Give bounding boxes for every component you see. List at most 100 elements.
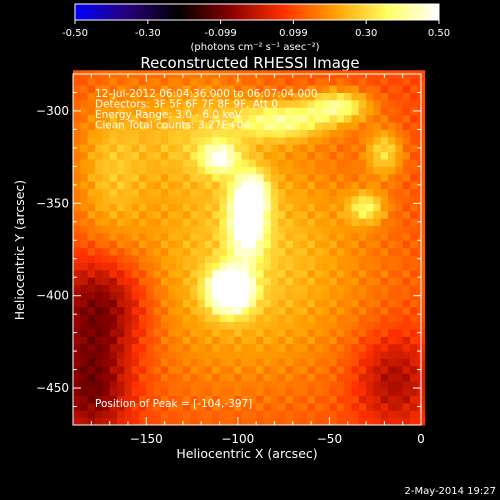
heatmap-cell (285, 247, 294, 256)
heatmap-cell (94, 210, 103, 219)
heatmap-cell (160, 365, 169, 374)
heatmap-cell (351, 269, 360, 278)
heatmap-cell (73, 417, 81, 426)
chart-title: Reconstructed RHESSI Image (140, 54, 359, 72)
heatmap-cell (314, 195, 323, 204)
heatmap-cell (219, 373, 228, 382)
heatmap-cell (270, 144, 279, 153)
heatmap-cell (270, 210, 279, 219)
heatmap-cell (278, 158, 286, 167)
heatmap-cell (190, 210, 199, 219)
heatmap-cell (278, 225, 286, 234)
heatmap-cell (388, 218, 396, 226)
heatmap-cell (351, 402, 360, 411)
heatmap-cell (270, 365, 279, 374)
heatmap-cell (380, 395, 389, 404)
heatmap-cell (175, 218, 184, 226)
heatmap-cell (402, 358, 411, 367)
heatmap-cell (263, 284, 272, 293)
heatmap-cell (131, 195, 140, 204)
heatmap-cell (307, 129, 316, 138)
heatmap-cell (329, 166, 338, 175)
heatmap-cell (138, 269, 147, 278)
heatmap-cell (410, 136, 418, 145)
heatmap-cell (322, 306, 330, 315)
heatmap-cell (270, 136, 279, 145)
heatmap-cell (168, 144, 177, 153)
heatmap-cell (116, 77, 125, 86)
heatmap-cell (314, 173, 323, 182)
heatmap-cell (248, 314, 257, 323)
heatmap-cell (241, 92, 250, 101)
heatmap-cell (336, 373, 345, 382)
heatmap-cell (182, 336, 191, 345)
heatmap-cell (322, 151, 330, 160)
heatmap-cell (116, 166, 125, 175)
heatmap-cell (373, 225, 382, 234)
heatmap-cell (285, 158, 294, 167)
heatmap-cell (182, 299, 191, 308)
heatmap-cell (197, 151, 206, 160)
heatmap-cell (241, 314, 250, 323)
heatmap-cell (256, 203, 264, 212)
heatmap-cell (322, 240, 330, 249)
heatmap-cell (336, 136, 345, 145)
heatmap-cell (212, 417, 221, 426)
heatmap-cell (366, 107, 374, 116)
heatmap-cell (395, 410, 404, 419)
heatmap-cell (102, 314, 111, 323)
heatmap-cell (87, 166, 96, 175)
heatmap-cell (94, 181, 103, 190)
heatmap-cell (256, 136, 264, 145)
heatmap-cell (402, 373, 411, 382)
heatmap-cell (197, 328, 206, 337)
heatmap-cell (395, 373, 404, 382)
heatmap-cell (410, 262, 418, 271)
heatmap-cell (329, 284, 338, 293)
heatmap-cell (116, 225, 125, 234)
heatmap-cell (168, 85, 177, 93)
heatmap-cell (336, 395, 345, 404)
heatmap-cell (190, 284, 199, 293)
heatmap-cell (146, 328, 155, 337)
heatmap-cell (153, 240, 162, 249)
heatmap-cell (410, 388, 418, 396)
heatmap-cell (410, 328, 418, 337)
heatmap-cell (190, 314, 199, 323)
heatmap-cell (380, 299, 389, 308)
heatmap-cell (146, 151, 155, 160)
heatmap-cell (314, 402, 323, 411)
heatmap-cell (256, 114, 264, 123)
heatmap-cell (329, 195, 338, 204)
heatmap-cell (300, 351, 308, 359)
heatmap-cell (395, 255, 404, 263)
heatmap-cell (329, 255, 338, 263)
heatmap-cell (219, 351, 228, 359)
heatmap-cell (336, 99, 345, 108)
heatmap-cell (351, 299, 360, 308)
heatmap-cell (329, 122, 338, 130)
heatmap-cell (146, 166, 155, 175)
heatmap-cell (292, 240, 301, 249)
heatmap-cell (219, 210, 228, 219)
heatmap-cell (73, 247, 81, 256)
heatmap-cell (366, 343, 374, 352)
heatmap-cell (204, 365, 213, 374)
heatmap-cell (307, 203, 316, 212)
heatmap-cell (168, 232, 177, 241)
heatmap-cell (373, 85, 382, 93)
heatmap-cell (102, 225, 111, 234)
heatmap-cell (241, 373, 250, 382)
heatmap-cell (336, 77, 345, 86)
heatmap-cell (344, 136, 352, 145)
heatmap-cell (373, 240, 382, 249)
heatmap-cell (336, 210, 345, 219)
heatmap-cell (73, 395, 81, 404)
heatmap-cell (292, 77, 301, 86)
heatmap-cell (270, 277, 279, 286)
heatmap-cell (388, 77, 396, 86)
heatmap-cell (197, 410, 206, 419)
heatmap-cell (175, 166, 184, 175)
heatmap-cell (219, 173, 228, 182)
heatmap-cell (344, 380, 352, 389)
